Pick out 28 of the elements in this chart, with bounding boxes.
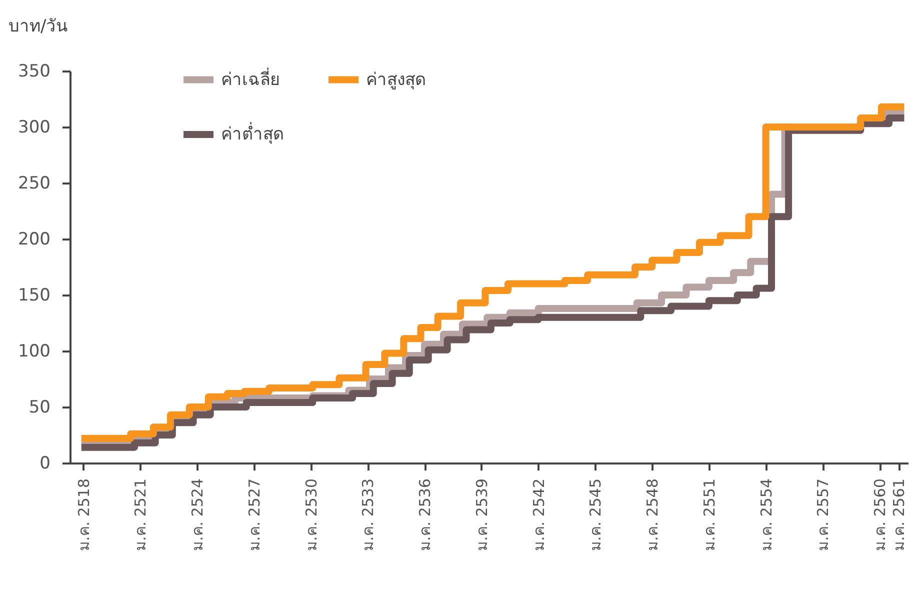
x-tick-label: ม.ค. 2554 <box>757 478 776 551</box>
legend-label: ค่าเฉลี่ย <box>221 66 280 90</box>
x-tick-label: ม.ค. 2530 <box>302 478 320 551</box>
x-tick-label: ม.ค. 2542 <box>530 478 548 551</box>
x-tick-label: ม.ค. 2548 <box>644 478 662 551</box>
y-axis-title: บาท/วัน <box>8 16 68 36</box>
x-tick-label: ม.ค. 2521 <box>132 478 150 551</box>
y-tick-label: 300 <box>18 118 50 138</box>
y-tick-label: 50 <box>28 398 50 418</box>
x-tick-label: ม.ค. 2536 <box>416 478 434 551</box>
legend-label: ค่าต่ำสุด <box>221 122 284 144</box>
y-tick-label: 150 <box>18 286 50 306</box>
y-tick-label: 350 <box>18 62 50 82</box>
x-tick-label: ม.ค. 2561 <box>890 478 908 551</box>
y-tick-label: 200 <box>18 230 50 250</box>
x-tick-label: ม.ค. 2524 <box>188 478 207 551</box>
y-tick-label: 100 <box>18 342 50 362</box>
legend-label: ค่าสูงสุด <box>366 70 426 90</box>
x-tick-label: ม.ค. 2560 <box>871 478 890 551</box>
x-tick-label: ม.ค. 2551 <box>700 478 718 551</box>
x-tick-label: ม.ค. 2527 <box>245 478 264 551</box>
x-tick-label: ม.ค. 2545 <box>586 478 605 551</box>
x-tick-label: ม.ค. 2539 <box>472 478 491 551</box>
y-tick-label: 0 <box>40 454 50 474</box>
x-tick-label: ม.ค. 2557 <box>814 478 832 551</box>
y-tick-label: 250 <box>18 174 50 194</box>
x-tick-label: ม.ค. 2533 <box>359 478 378 551</box>
x-tick-label: ม.ค. 2518 <box>74 478 93 551</box>
